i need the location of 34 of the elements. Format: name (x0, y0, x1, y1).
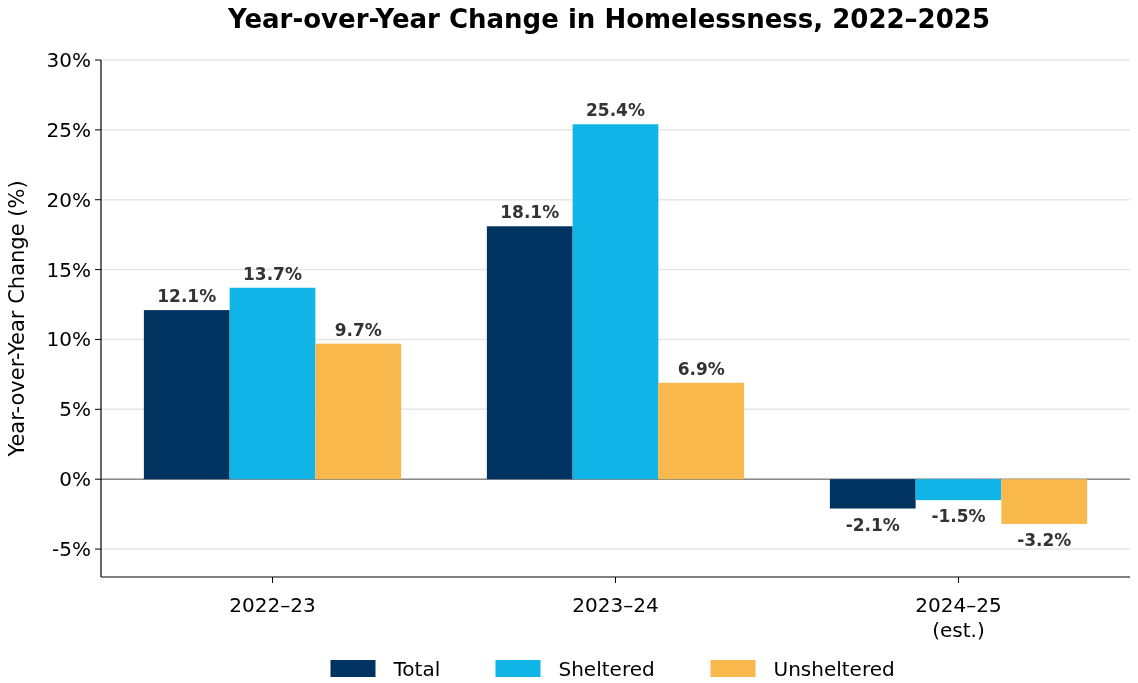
data-label: 18.1% (500, 202, 560, 223)
data-label: 25.4% (586, 100, 645, 121)
bar (229, 287, 316, 480)
bar (829, 479, 916, 509)
y-tick-label: 0% (59, 467, 91, 492)
y-tick-label: 20% (46, 187, 91, 212)
data-label: -3.2% (1017, 529, 1072, 550)
y-axis-title: Year-over-Year Change (%) (5, 180, 29, 458)
x-tick-label: 2022–23 (229, 593, 316, 617)
bar (315, 343, 402, 480)
data-label: 6.9% (677, 358, 725, 379)
y-tick-label: 25% (46, 117, 91, 142)
y-tick-label: 15% (46, 257, 91, 282)
bar (915, 479, 1002, 501)
y-tick-label: 10% (46, 327, 91, 352)
bar (486, 226, 573, 480)
y-tick-label: 30% (46, 48, 91, 72)
chart-title: Year-over-Year Change in Homelessness, 2022–2025 (227, 4, 990, 34)
data-label: 9.7% (334, 319, 382, 340)
data-label: -1.5% (931, 506, 986, 527)
bar (572, 124, 659, 480)
legend-label: Total (392, 657, 441, 681)
x-tick-label: 2023–24 (572, 593, 659, 617)
data-label: -2.1% (845, 514, 900, 535)
bar (1001, 479, 1088, 524)
bar (658, 382, 745, 480)
legend-label: Sheltered (558, 657, 655, 681)
y-tick-label: 5% (59, 397, 91, 422)
legend-label: Unsheltered (773, 657, 895, 681)
y-tick-label: -5% (52, 537, 91, 562)
data-label: 13.7% (243, 263, 302, 284)
bar (143, 310, 230, 480)
data-label: 12.1% (157, 286, 217, 307)
x-tick-label: 2024–25 (est.) (915, 593, 1002, 642)
